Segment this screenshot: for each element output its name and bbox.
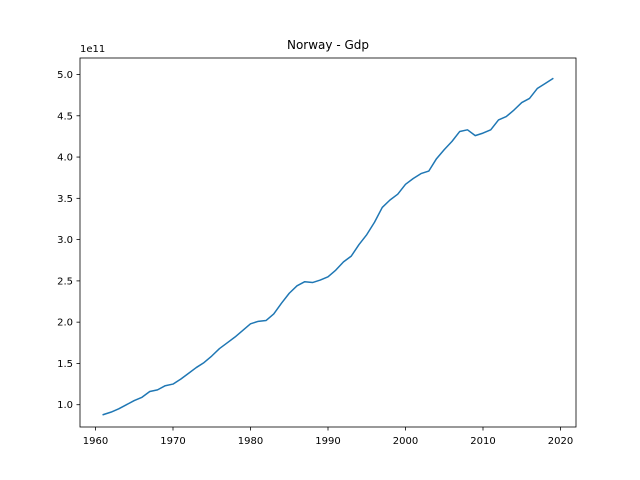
- x-tick-label: 1990: [315, 436, 340, 447]
- x-axis: 1960 1970 1980 1990 2000 2010 2020: [83, 427, 573, 447]
- y-tick-label: 2.5: [57, 276, 73, 287]
- y-tick-label: 3.0: [57, 235, 73, 246]
- x-tick-label: 1960: [83, 436, 108, 447]
- y-tick-label: 1.5: [57, 359, 73, 370]
- y-tick-label: 4.0: [57, 153, 73, 164]
- x-tick-label: 2000: [393, 436, 418, 447]
- x-tick-label: 1980: [238, 436, 263, 447]
- y-tick-label: 5.0: [57, 70, 73, 81]
- y-offset-label: 1e11: [80, 44, 105, 55]
- x-tick-label: 2010: [470, 436, 495, 447]
- axes-frame: [79, 57, 577, 428]
- y-tick-label: 2.0: [57, 318, 73, 329]
- series-line-gdp: [102, 77, 554, 416]
- y-axis: 1.0 1.5 2.0 2.5 3.0 3.5 4.0 4.5 5.0: [57, 70, 80, 411]
- plot-area: 1960 1970 1980 1990 2000 2010 2020 1.0 1.5 2.0 2.…: [57, 57, 577, 447]
- x-tick-label: 2020: [548, 436, 573, 447]
- chart-title: Norway - Gdp: [287, 38, 369, 52]
- x-tick-label: 1970: [160, 436, 185, 447]
- y-tick-label: 1.0: [57, 400, 73, 411]
- y-tick-label: 4.5: [57, 111, 73, 122]
- y-tick-label: 3.5: [57, 194, 73, 205]
